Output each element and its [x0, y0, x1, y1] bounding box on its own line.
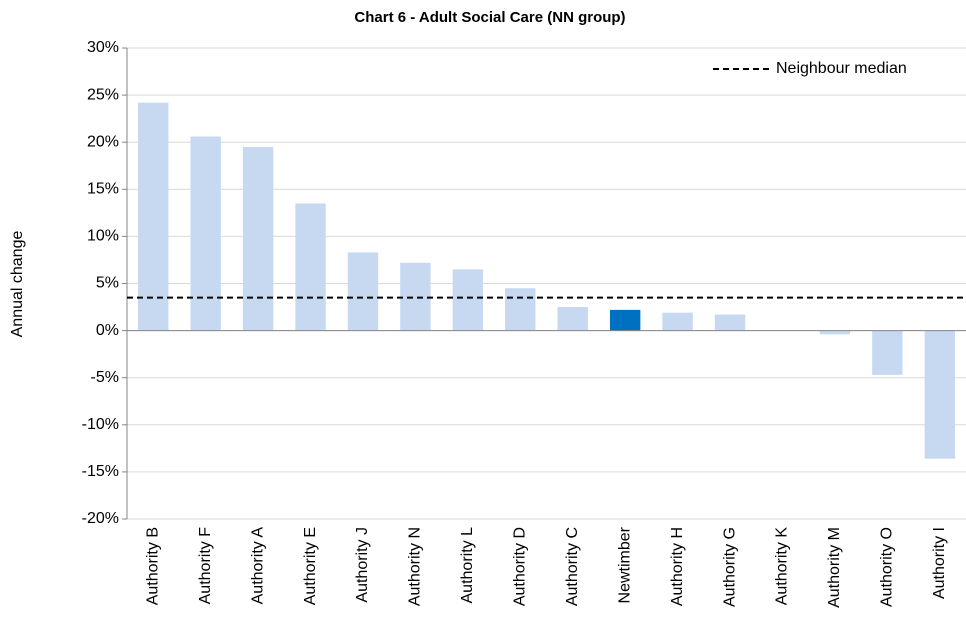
- x-tick-label: Authority H: [669, 527, 686, 606]
- bar: [662, 312, 693, 331]
- bar: [714, 314, 746, 331]
- bar: [242, 146, 274, 331]
- x-tick-label: Authority C: [564, 527, 581, 606]
- bar: [557, 307, 588, 331]
- x-tick-label: Authority N: [407, 527, 424, 606]
- bar: [190, 136, 221, 331]
- y-tick-label: -20%: [82, 510, 119, 527]
- bar: [872, 330, 903, 375]
- x-tick-label: Authority O: [879, 527, 896, 607]
- y-tick-label: 30%: [87, 39, 119, 56]
- bar: [452, 269, 484, 331]
- y-tick-label: 20%: [87, 133, 119, 150]
- y-tick-label: 5%: [96, 275, 119, 292]
- y-tick-label: -10%: [82, 416, 119, 433]
- x-tick-label: Authority G: [721, 527, 738, 607]
- x-tick-label: Newtimber: [616, 526, 633, 603]
- legend-label: Neighbour median: [776, 60, 907, 77]
- bar: [400, 262, 431, 331]
- y-tick-label: 10%: [87, 228, 119, 245]
- x-tick-label: Authority J: [354, 527, 371, 603]
- y-tick-label: 25%: [87, 86, 119, 103]
- y-tick-label: -5%: [91, 369, 119, 386]
- bar: [347, 252, 379, 331]
- bar: [295, 203, 326, 331]
- x-tick-label: Authority K: [774, 527, 791, 606]
- x-tick-label: Authority A: [249, 527, 266, 605]
- y-tick-label: 15%: [87, 181, 119, 198]
- y-tick-label: -15%: [82, 463, 119, 480]
- x-tick-label: Authority B: [144, 527, 161, 605]
- bar: [819, 330, 851, 335]
- x-tick-label: Authority D: [512, 527, 529, 606]
- x-tick-label: Authority M: [826, 527, 843, 608]
- y-tick-label: 0%: [96, 322, 119, 339]
- x-tick-label: Authority I: [931, 527, 948, 599]
- y-axis-label: Annual change: [9, 231, 26, 338]
- chart-title: Chart 6 - Adult Social Care (NN group): [354, 9, 625, 26]
- x-tick-label: Authority E: [302, 527, 319, 605]
- bar: [138, 102, 169, 331]
- bar: [924, 330, 955, 459]
- bar: [609, 309, 641, 331]
- x-tick-label: Authority F: [197, 527, 214, 605]
- bar: [505, 288, 536, 331]
- x-tick-label: Authority L: [459, 527, 476, 604]
